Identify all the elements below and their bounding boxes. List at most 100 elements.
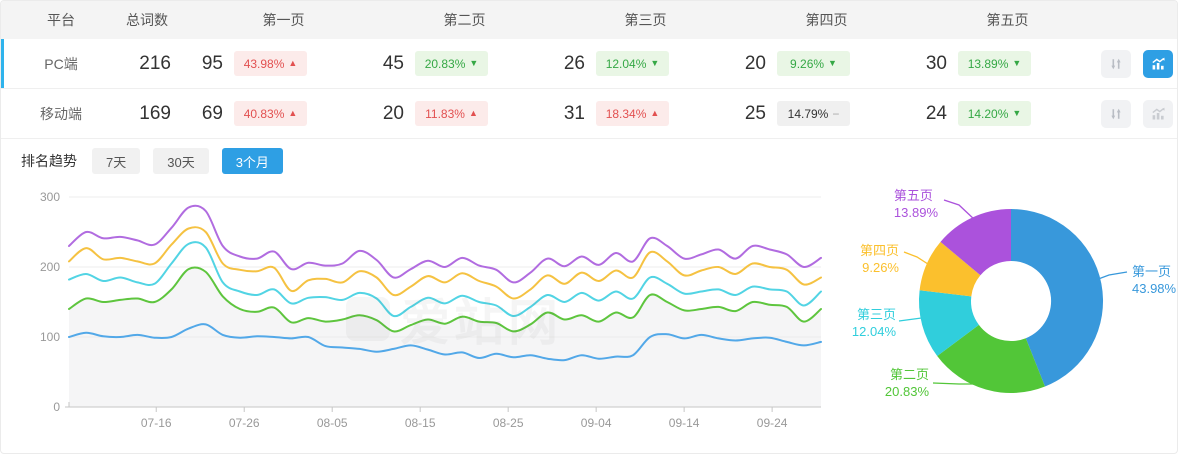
x-axis-label: 09-14: [669, 416, 700, 430]
total-words-value: 169: [139, 102, 171, 124]
header-page-5: 第五页: [986, 12, 1029, 28]
platform-label: 移动端: [40, 105, 82, 122]
pie-slice-第三页[interactable]: [918, 290, 979, 356]
header-page-2: 第二页: [443, 12, 486, 28]
pie-slice-第二页[interactable]: [937, 324, 1045, 394]
page1-cell: 69 40.83% ▲: [193, 101, 374, 126]
y-axis-label: 100: [40, 330, 60, 344]
pie-slice-第四页[interactable]: [919, 241, 981, 297]
x-axis-label: 09-24: [757, 416, 788, 430]
platform-label: PC端: [44, 55, 78, 72]
y-axis-label: 0: [53, 400, 60, 414]
pie-leader-line: [943, 199, 977, 222]
pie-leader-line: [932, 382, 984, 385]
header-page-1: 第一页: [262, 12, 305, 28]
page5-cell: 24 14.20% ▼: [917, 101, 1098, 126]
trend-arrow-icon: −: [832, 106, 840, 121]
y-axis-label: 300: [40, 190, 60, 204]
page5-count: 24: [925, 102, 947, 124]
sort-arrows-button[interactable]: [1101, 49, 1131, 78]
pie-slice-第一页[interactable]: [1011, 209, 1104, 387]
row-actions: [1098, 99, 1177, 128]
trend-arrow-icon: ▼: [469, 58, 479, 68]
total-words-value: 216: [139, 52, 171, 74]
pie-leader-line: [1092, 271, 1128, 282]
page4-count: 20: [744, 52, 766, 74]
page4-cell: 25 14.79% −: [736, 101, 917, 126]
trend-arrow-icon: ▲: [288, 58, 298, 68]
table-header: 平台 总词数 第一页 第二页 第三页 第四页 第五页: [1, 1, 1177, 39]
trend-arrow-icon: ▲: [650, 108, 660, 118]
x-axis-label: 07-26: [229, 416, 260, 430]
trend-title: 排名趋势: [21, 153, 77, 169]
pie-label-page5: 第五页 13.89%: [893, 188, 938, 220]
page1-count: 69: [201, 102, 223, 124]
page3-count: 31: [563, 102, 585, 124]
page3-change-badge: 12.04% ▼: [596, 51, 669, 76]
header-page-4: 第四页: [805, 12, 848, 28]
rank-trend-line-chart: 0 100 200 300 07-16 07-26 08-05 08-15 08-25 09-04…: [1, 183, 839, 451]
trend-arrow-icon: ▲: [288, 108, 298, 118]
pie-label-page3: 第三页 12.04%: [851, 307, 896, 339]
page1-count: 95: [201, 52, 223, 74]
page2-count: 20: [382, 102, 404, 124]
sort-arrows-icon: [1111, 108, 1121, 119]
trend-section-bar: 排名趋势 7天 30天 3个月: [1, 139, 1177, 183]
page5-cell: 30 13.89% ▼: [917, 51, 1098, 76]
pie-slice-第五页[interactable]: [940, 209, 1012, 276]
trend-chart-button[interactable]: [1143, 99, 1173, 128]
trend-arrow-icon: ▼: [1012, 58, 1022, 68]
tab-3months[interactable]: 3个月: [221, 148, 283, 174]
trend-line-第三页[interactable]: [68, 241, 822, 318]
trend-chart-icon: [1151, 57, 1165, 69]
page4-change-badge: 9.26% ▼: [777, 51, 850, 76]
page3-cell: 31 18.34% ▲: [555, 101, 736, 126]
page2-count: 45: [382, 52, 404, 74]
trend-line-第五页[interactable]: [68, 204, 822, 284]
page5-change-badge: 13.89% ▼: [958, 51, 1031, 76]
pie-leader-line: [898, 316, 930, 322]
x-axis-label: 09-04: [581, 416, 612, 430]
trend-line-第四页[interactable]: [68, 226, 822, 300]
page1-cell: 95 43.98% ▲: [193, 51, 374, 76]
trend-line-第二页[interactable]: [68, 266, 822, 333]
page-share-donut-chart: 第五页 13.89% 第四页 9.26% 第三页 12.04% 第二页 20.83% 第…: [841, 183, 1177, 451]
x-axis-label: 08-25: [493, 416, 524, 430]
table-row-mobile[interactable]: 移动端 169 69 40.83% ▲ 20 11.83% ▲ 31 18.34% ▲…: [1, 89, 1177, 139]
page5-change-badge: 14.20% ▼: [958, 101, 1031, 126]
tab-30days[interactable]: 30天: [153, 148, 209, 174]
page1-change-badge: 40.83% ▲: [234, 101, 307, 126]
page4-count: 25: [744, 102, 766, 124]
page2-change-badge: 11.83% ▲: [415, 101, 488, 126]
trend-arrow-icon: ▼: [1012, 108, 1022, 118]
x-axis-label: 08-05: [317, 416, 348, 430]
tab-7days[interactable]: 7天: [92, 148, 141, 174]
header-platform: 平台: [47, 12, 75, 28]
page3-change-badge: 18.34% ▲: [596, 101, 669, 126]
pie-label-page4: 第四页 9.26%: [859, 243, 899, 275]
page2-cell: 45 20.83% ▼: [374, 51, 555, 76]
header-total-words: 总词数: [126, 12, 168, 28]
line-chart-svg: 0 100 200 300 07-16 07-26 08-05 08-15 08-25 09-04…: [40, 190, 822, 430]
table-row-pc[interactable]: PC端 216 95 43.98% ▲ 45 20.83% ▼ 26 12.04% ▼…: [1, 39, 1177, 89]
x-axis-label: 07-16: [141, 416, 172, 430]
y-axis-label: 200: [40, 260, 60, 274]
page5-count: 30: [925, 52, 947, 74]
page2-change-badge: 20.83% ▼: [415, 51, 488, 76]
trend-line-第一页[interactable]: [68, 323, 822, 362]
charts-area: 0 100 200 300 07-16 07-26 08-05 08-15 08-25 09-04…: [1, 183, 1177, 453]
trend-arrow-icon: ▼: [650, 58, 660, 68]
page2-cell: 20 11.83% ▲: [374, 101, 555, 126]
page4-cell: 20 9.26% ▼: [736, 51, 917, 76]
pie-leader-line: [903, 251, 932, 267]
pie-label-page1: 第一页 43.98%: [1132, 264, 1177, 296]
page4-change-badge: 14.79% −: [777, 101, 850, 126]
x-axis-label: 08-15: [405, 416, 436, 430]
trend-chart-button[interactable]: [1143, 49, 1173, 78]
trend-arrow-icon: ▲: [468, 108, 478, 118]
page3-count: 26: [563, 52, 585, 74]
row-actions: [1098, 49, 1177, 78]
trend-chart-icon: [1151, 107, 1165, 119]
sort-arrows-button[interactable]: [1101, 99, 1131, 128]
